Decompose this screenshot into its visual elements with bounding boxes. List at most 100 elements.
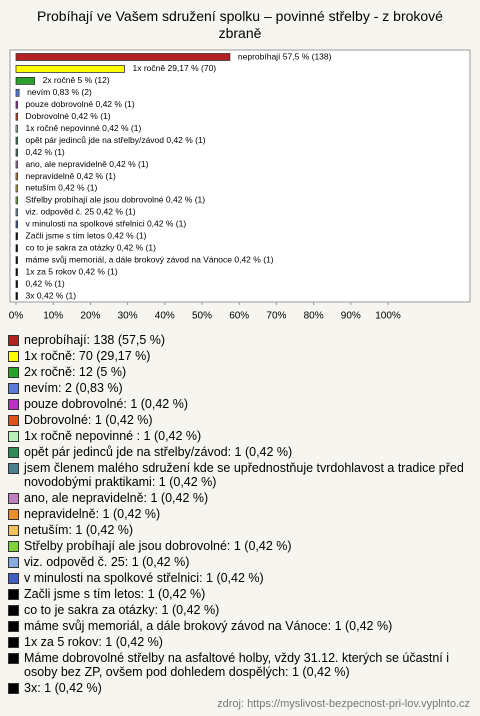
bar bbox=[15, 172, 18, 181]
bar bbox=[15, 232, 18, 241]
legend-swatch bbox=[8, 415, 19, 426]
x-tick-label: 60% bbox=[229, 311, 249, 322]
legend-swatch bbox=[8, 431, 19, 442]
bar bbox=[15, 148, 18, 157]
legend-label: Dobrovolné: 1 (0,42 %) bbox=[24, 413, 153, 427]
data-label: Začli jsme s tím letos 0,42 % (1) bbox=[26, 231, 147, 241]
legend-label: nepravidelně: 1 (0,42 %) bbox=[24, 507, 161, 521]
legend-label: máme svůj memoriál, a dále brokový závod… bbox=[24, 619, 393, 633]
legend-label: pouze dobrovolné: 1 (0,42 %) bbox=[24, 397, 188, 411]
data-label: máme svůj memoriál, a dále brokový závod… bbox=[26, 254, 274, 264]
legend-swatch bbox=[8, 383, 19, 394]
data-label: v minulosti na spolkové střelnici 0,42 %… bbox=[26, 219, 187, 229]
legend-swatch bbox=[8, 589, 19, 600]
legend-label: 1x za 5 rokov: 1 (0,42 %) bbox=[24, 635, 163, 649]
bar bbox=[15, 256, 18, 265]
legend-item: Střelby probíhají ale jsou dobrovolné: 1… bbox=[8, 539, 470, 555]
source: zdroj: https://myslivost-bezpecnost-pri-… bbox=[217, 698, 470, 710]
bar bbox=[15, 88, 20, 97]
data-label: viz. odpověd č. 25 0,42 % (1) bbox=[26, 207, 136, 217]
legend-label: co to je sakra za otázky: 1 (0,42 %) bbox=[24, 603, 220, 617]
data-label: ano, ale nepravidelně 0,42 % (1) bbox=[26, 159, 149, 169]
legend-swatch bbox=[8, 621, 19, 632]
x-tick-label: 90% bbox=[341, 311, 361, 322]
legend-label: neprobíhají: 138 (57,5 %) bbox=[24, 333, 166, 347]
bar bbox=[15, 160, 18, 169]
legend-swatch bbox=[8, 525, 19, 536]
legend-swatch bbox=[8, 509, 19, 520]
legend-swatch bbox=[8, 493, 19, 504]
legend-item: co to je sakra za otázky: 1 (0,42 %) bbox=[8, 603, 470, 619]
legend-item: neprobíhají: 138 (57,5 %) bbox=[8, 333, 470, 349]
legend-item: 3x: 1 (0,42 %) bbox=[8, 681, 470, 697]
data-label: 0,42 % (1) bbox=[26, 278, 65, 288]
legend-swatch bbox=[8, 557, 19, 568]
bar bbox=[15, 292, 18, 300]
legend-item: 2x ročně: 12 (5 %) bbox=[8, 365, 470, 381]
legend-label: Máme dobrovolné střelby na asfaltové hol… bbox=[24, 651, 449, 679]
bar bbox=[15, 184, 18, 193]
legend-label: 1x ročně: 70 (29,17 %) bbox=[24, 349, 151, 363]
legend-swatch bbox=[8, 653, 19, 664]
legend: neprobíhají: 138 (57,5 %) 1x ročně: 70 (2… bbox=[8, 333, 470, 697]
data-label: nevím 0,83 % (2) bbox=[27, 87, 92, 97]
legend-swatch bbox=[8, 463, 19, 474]
legend-label: jsem členem malého sdružení kde se upřed… bbox=[24, 461, 464, 489]
legend-item: opět pár jedinců jde na střelby/závod: 1… bbox=[8, 445, 470, 461]
x-tick-label: 40% bbox=[155, 311, 175, 322]
legend-swatch bbox=[8, 637, 19, 648]
legend-label: Střelby probíhají ale jsou dobrovolné: 1… bbox=[24, 539, 292, 553]
x-tick-label: 30% bbox=[118, 311, 138, 322]
legend-swatch bbox=[8, 447, 19, 458]
legend-item: 1x za 5 rokov: 1 (0,42 %) bbox=[8, 635, 470, 651]
data-label: nepravidelně 0,42 % (1) bbox=[26, 171, 116, 181]
legend-swatch bbox=[8, 605, 19, 616]
legend-item: ano, ale nepravidelně: 1 (0,42 %) bbox=[8, 491, 470, 507]
data-label: opět pár jedinců jde na střelby/závod 0,… bbox=[26, 135, 206, 145]
chart: 0% 10% 20% 30% 40% 50% 60% 70% 80% 90% 100% neprobí… bbox=[9, 49, 471, 322]
x-tick-label: 20% bbox=[80, 311, 100, 322]
bar bbox=[15, 268, 18, 277]
legend-item: viz. odpověd č. 25: 1 (0,42 %) bbox=[8, 555, 470, 571]
bar bbox=[15, 100, 18, 109]
legend-label: netuším: 1 (0,42 %) bbox=[24, 523, 134, 537]
legend-swatch bbox=[8, 573, 19, 584]
legend-item: jsem členem malého sdružení kde se upřed… bbox=[8, 461, 470, 491]
data-label: 1x ročně nepovinné 0,42 % (1) bbox=[26, 123, 142, 133]
bar bbox=[15, 196, 18, 205]
data-label: 1x ročně 29,17 % (70) bbox=[133, 63, 217, 73]
x-tick-label: 80% bbox=[304, 311, 324, 322]
legend-swatch bbox=[8, 541, 19, 552]
bar bbox=[15, 136, 18, 145]
x-tick-label: 70% bbox=[266, 311, 286, 322]
legend-swatch bbox=[8, 367, 19, 378]
data-label: 0,42 % (1) bbox=[26, 147, 65, 157]
data-label: co to je sakra za otázky 0,42 % (1) bbox=[26, 242, 157, 252]
x-tick-label: 50% bbox=[192, 311, 212, 322]
data-label: Dobrovolné 0,42 % (1) bbox=[26, 111, 111, 121]
legend-swatch bbox=[8, 683, 19, 694]
x-tick-label: 100% bbox=[375, 311, 401, 322]
legend-label: ano, ale nepravidelně: 1 (0,42 %) bbox=[24, 491, 209, 505]
bar bbox=[15, 244, 18, 253]
data-label: 2x ročně 5 % (12) bbox=[43, 75, 110, 85]
x-tick-label: 0% bbox=[9, 311, 24, 322]
bar bbox=[15, 208, 18, 217]
legend-item: 1x ročně nepovinné : 1 (0,42 %) bbox=[8, 429, 470, 445]
bar bbox=[15, 124, 18, 133]
legend-label: opět pár jedinců jde na střelby/závod: 1… bbox=[24, 445, 293, 459]
legend-swatch bbox=[8, 351, 19, 362]
legend-label: 3x: 1 (0,42 %) bbox=[24, 681, 102, 695]
legend-item: máme svůj memoriál, a dále brokový závod… bbox=[8, 619, 470, 635]
bar bbox=[15, 112, 18, 121]
data-label: netuším 0,42 % (1) bbox=[26, 183, 98, 193]
legend-item: pouze dobrovolné: 1 (0,42 %) bbox=[8, 397, 470, 413]
legend-label: v minulosti na spolkové střelnici: 1 (0,… bbox=[24, 571, 264, 585]
legend-item: nepravidelně: 1 (0,42 %) bbox=[8, 507, 470, 523]
data-label: neprobíhají 57,5 % (138) bbox=[238, 51, 332, 61]
x-tick-label: 10% bbox=[43, 311, 63, 322]
legend-label: 1x ročně nepovinné : 1 (0,42 %) bbox=[24, 429, 202, 443]
legend-item: Začli jsme s tím letos: 1 (0,42 %) bbox=[8, 587, 470, 603]
data-label: pouze dobrovolné 0,42 % (1) bbox=[26, 99, 135, 109]
